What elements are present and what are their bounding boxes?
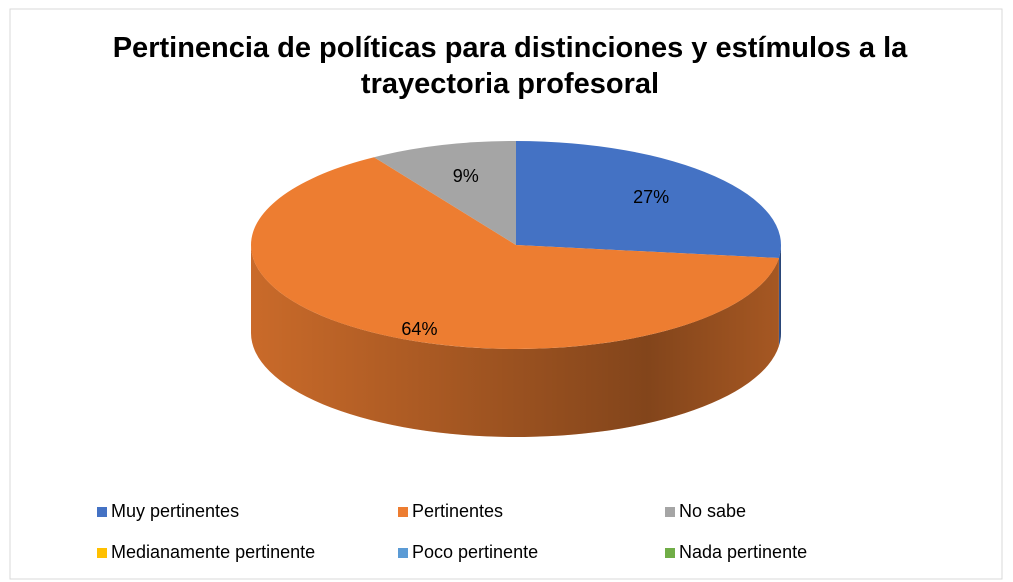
slice	[374, 141, 516, 245]
legend-swatch	[665, 548, 675, 558]
legend-swatch	[665, 507, 675, 517]
legend-swatch	[97, 548, 107, 558]
title-box: Pertinencia de políticas para distincion…	[112, 32, 908, 100]
legend-label: Muy pertinentes	[111, 501, 239, 521]
legend-label: No sabe	[679, 501, 746, 521]
legend-swatch	[398, 548, 408, 558]
slice	[516, 141, 781, 259]
legend-swatch	[398, 507, 408, 517]
legend-swatch	[97, 507, 107, 517]
legend-label: Medianamente pertinente	[111, 542, 315, 562]
data-label: 9%	[453, 166, 479, 186]
slice	[251, 157, 779, 350]
data-label: 27%	[633, 187, 669, 207]
slice-side-shade	[778, 245, 782, 347]
chart-title: Pertinencia de políticas para distincion…	[112, 32, 908, 100]
slice-side-shade	[251, 245, 779, 438]
legend-label: Pertinentes	[412, 501, 503, 521]
legend-label: Nada pertinente	[679, 542, 807, 562]
data-label: 64%	[401, 319, 437, 339]
legend-label: Poco pertinente	[412, 542, 538, 562]
